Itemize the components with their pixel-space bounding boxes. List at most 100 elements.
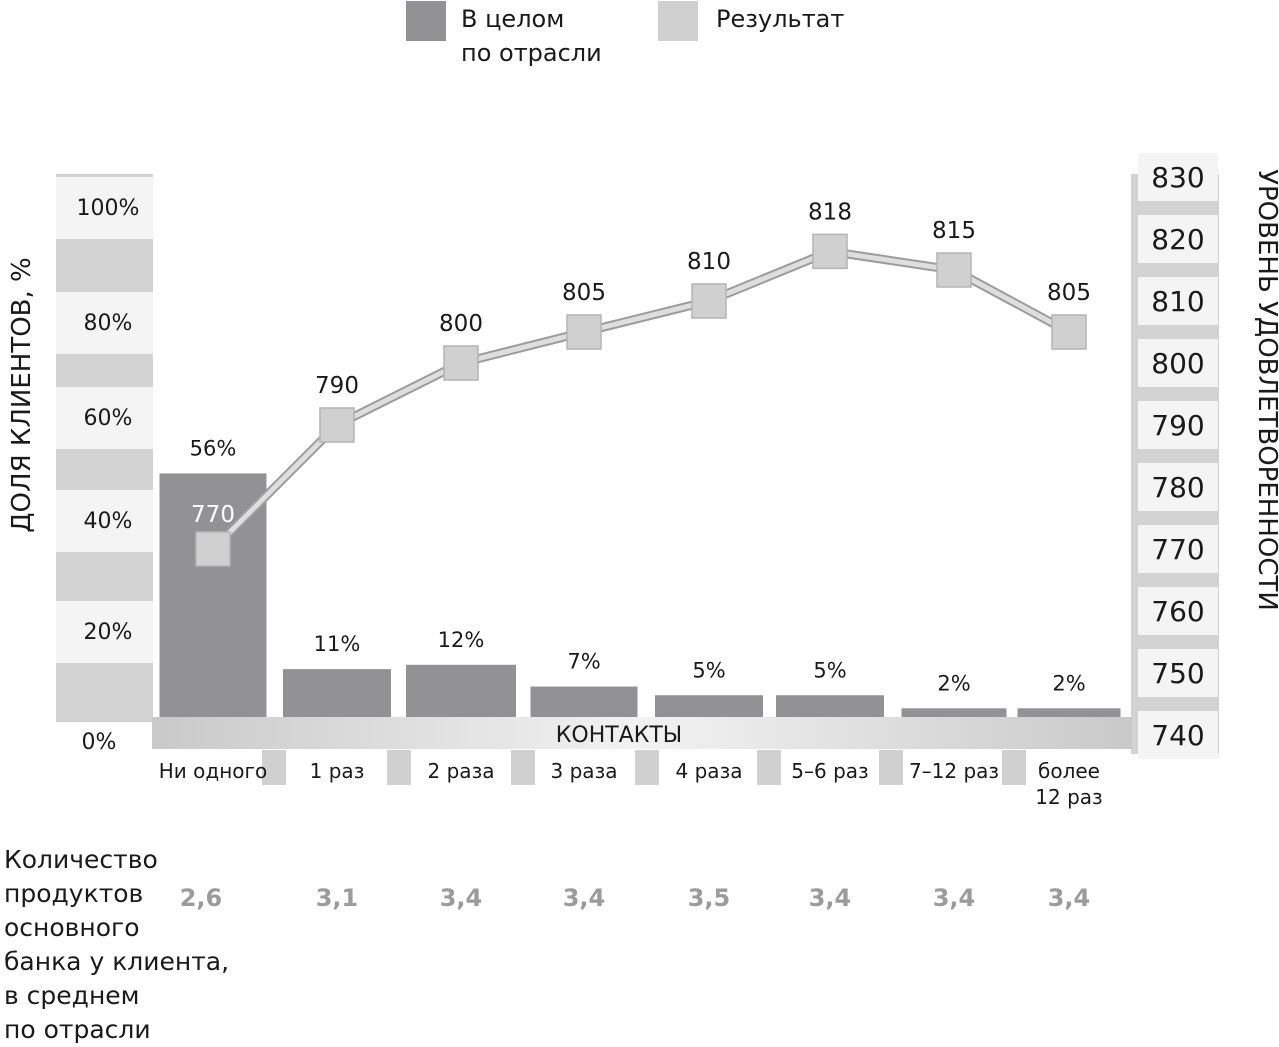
products-label-line: основного [4,913,140,942]
products-label: Количество продуктов основного банка у к… [4,843,229,1047]
products-label-line: Количество [4,845,158,874]
bar-value-label: 5% [692,658,725,682]
legend-label-industry-line2: по отрасли [461,39,602,67]
products-value: 3,4 [933,884,976,912]
right-axis-tick-label: 810 [1151,285,1204,318]
legend-label-result: Результат [716,5,845,33]
right-axis-title: УРОВЕНЬ УДОВЛЕТВОРЕННОСТИ [1252,169,1279,611]
right-axis-tick-box [1138,215,1218,263]
left-axis-tick-box [56,490,153,552]
result-point [319,407,355,443]
result-line [211,248,1071,551]
legend-swatch-industry [406,1,446,41]
products-label-line: по отрасли [4,1015,151,1044]
category-label: 1 раз [310,759,365,783]
right-axis-tick-label: 800 [1151,347,1204,380]
right-axis-tick-label: 770 [1151,533,1204,566]
category-separator [635,750,659,785]
products-value: 3,5 [688,884,731,912]
right-axis-tick-label: 790 [1151,409,1204,442]
result-value-label: 810 [687,249,731,275]
right-axis-tick-box [1138,649,1218,697]
right-axis-tick-box [1138,277,1218,325]
category-label: 5–6 раз [791,759,868,783]
result-point [691,283,727,319]
bar [283,669,391,717]
products-value: 3,4 [1048,884,1091,912]
category-separator [757,750,781,785]
result-point [443,345,479,381]
right-axis-tick-label: 780 [1151,471,1204,504]
right-axis-tick-box [1138,153,1218,201]
left-axis-tick-label: 40% [84,509,133,534]
bar-value-label: 56% [190,436,237,460]
products-value: 3,4 [563,884,606,912]
left-axis-tick-label: 60% [84,406,133,431]
products-value: 2,6 [180,884,223,912]
right-axis-tick-label: 820 [1151,223,1204,256]
products-label-line: продуктов [4,879,144,908]
products-label-line: в среднем [4,981,140,1010]
result-value-label: 805 [1047,280,1091,306]
result-point [812,233,848,270]
right-axis-tick-box [1138,401,1218,449]
result-value-label: 805 [562,280,606,306]
bar [406,664,516,717]
contacts-label: КОНТАКТЫ [556,723,682,748]
left-axis-title: ДОЛЯ КЛИЕНТОВ, % [7,257,37,533]
products-label-line: банка у клиента, [4,947,230,976]
result-value-label: 800 [439,311,483,337]
bar-value-label: 7% [567,650,600,674]
products-value: 3,4 [440,884,483,912]
bar [776,695,884,717]
bar [1017,708,1121,717]
bar-value-label: 12% [438,628,485,652]
right-axis-tick-box [1138,463,1218,511]
category-separator [879,750,903,785]
result-value-label: 770 [191,502,235,528]
result-point [195,531,231,567]
bar [655,695,763,717]
legend-swatch-result [658,1,698,41]
category-separator [387,750,411,785]
category-separator [1002,750,1026,785]
bar-value-label: 11% [314,632,361,656]
right-axis-tick-label: 830 [1151,161,1204,194]
left-axis-tick-box [56,177,153,239]
result-point [936,252,972,288]
bar-value-label: 2% [937,671,970,695]
right-axis-tick-label: 740 [1151,719,1204,752]
category-label: 3 раза [551,759,618,783]
category-separator [511,750,535,785]
result-value-label: 818 [808,199,852,225]
left-axis-tick-box [56,387,153,449]
category-label: 2 раза [428,759,495,783]
legend-label-industry-line1: В целом [461,5,565,33]
right-axis-tick-box [1138,587,1218,635]
result-point [1051,314,1087,350]
category-label: более [1038,759,1100,783]
products-value: 3,1 [316,884,359,912]
category-label: 12 раз [1035,785,1102,809]
result-value-label: 790 [315,373,359,399]
right-axis-tick-box [1138,525,1218,573]
category-label: Ни одного [159,759,268,783]
left-axis-tick-box [56,292,153,354]
category-label: 7–12 раз [909,759,999,783]
bar [901,708,1007,717]
bar-value-label: 2% [1052,671,1085,695]
right-axis-tick-box [1138,711,1218,759]
bar [530,686,638,717]
bar-value-label: 5% [813,658,846,682]
right-axis-tick-label: 760 [1151,595,1204,628]
left-axis-tick-label: 0% [82,730,117,755]
products-value: 3,4 [809,884,852,912]
right-axis-tick-label: 750 [1151,657,1204,690]
contacts-band [152,717,1132,749]
result-value-label: 815 [932,218,976,244]
category-label: 4 раза [676,759,743,783]
category-separator [262,750,286,785]
left-axis-tick-label: 20% [84,620,133,645]
right-axis-tick-box [1138,339,1218,387]
